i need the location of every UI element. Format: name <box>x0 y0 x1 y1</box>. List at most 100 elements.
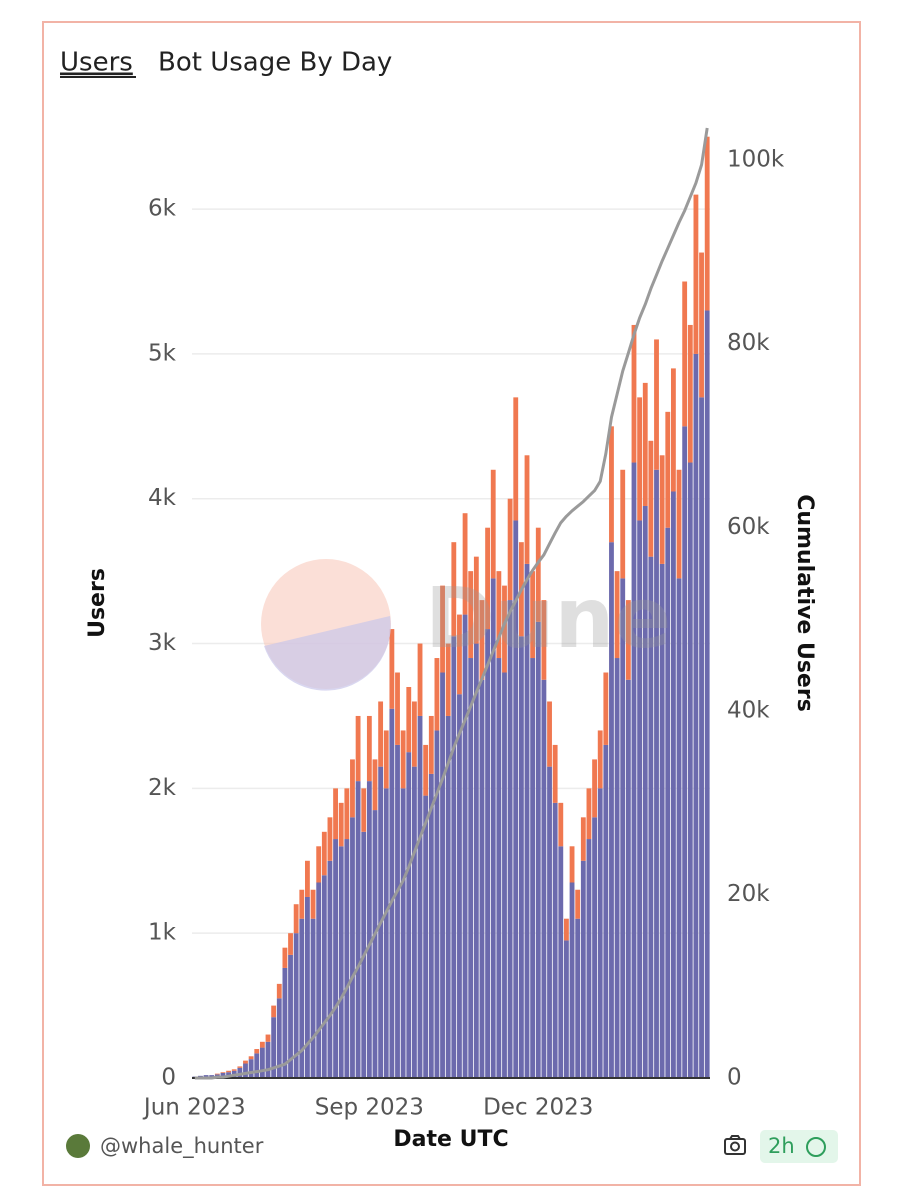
bar <box>485 527 491 630</box>
bar <box>665 527 671 1078</box>
bar <box>530 658 536 1078</box>
bar <box>451 636 457 1078</box>
bar <box>355 781 361 1078</box>
x-tick-label: Sep 2023 <box>315 1095 424 1121</box>
bar <box>513 520 519 1078</box>
bar <box>541 679 547 1078</box>
bar <box>400 730 406 789</box>
bar <box>676 469 682 579</box>
bar <box>654 469 659 1078</box>
bar <box>485 629 491 1078</box>
bar <box>457 614 462 695</box>
bar <box>547 766 552 1078</box>
y2-axis-label: Cumulative Users <box>792 494 817 712</box>
bar <box>395 744 400 1078</box>
bar <box>350 817 355 1078</box>
bar <box>659 455 665 564</box>
bar <box>518 636 524 1078</box>
bar <box>271 1005 277 1018</box>
bar <box>552 744 558 803</box>
bar <box>558 802 564 847</box>
bar <box>496 571 502 659</box>
bar <box>316 882 322 1078</box>
bar <box>259 1041 265 1048</box>
y2-tick-label: 100k <box>727 147 785 173</box>
bar <box>586 839 592 1078</box>
bar <box>355 715 361 782</box>
y-tick-label: 3k <box>148 630 177 656</box>
bar <box>417 715 423 1078</box>
avatar <box>66 1134 90 1158</box>
bar <box>305 896 310 1078</box>
bar <box>288 954 293 1078</box>
bar <box>434 730 440 1078</box>
y-axis-label: Users <box>85 568 110 638</box>
bar <box>344 839 350 1078</box>
bar <box>687 462 693 1078</box>
y-tick-label: 5k <box>148 340 177 366</box>
bar <box>637 520 643 1078</box>
bar <box>507 600 513 1078</box>
bar <box>434 658 440 731</box>
y2-tick-label: 0 <box>727 1065 742 1091</box>
bar <box>535 527 541 622</box>
y-tick-label: 0 <box>161 1065 176 1091</box>
y2-tick-label: 20k <box>727 881 770 907</box>
bar <box>411 766 417 1078</box>
bar <box>423 795 429 1078</box>
bar <box>406 752 412 1078</box>
bar <box>637 397 643 521</box>
bar <box>299 889 305 919</box>
bar <box>659 563 665 1078</box>
bar <box>603 744 609 1078</box>
bar <box>333 839 338 1078</box>
camera-icon[interactable] <box>724 1135 746 1155</box>
bar <box>271 1017 277 1078</box>
bar <box>642 382 648 506</box>
bar <box>243 1060 248 1064</box>
bar <box>682 281 688 427</box>
tab[interactable]: Users <box>60 48 133 78</box>
bar <box>693 353 699 1078</box>
bar <box>513 397 519 521</box>
bar <box>524 455 530 564</box>
bar <box>631 324 637 463</box>
watermark-text: Dune <box>425 569 671 667</box>
bar <box>530 571 536 659</box>
bar <box>237 1066 243 1068</box>
x-tick-label: Jun 2023 <box>142 1095 246 1121</box>
bar <box>293 933 299 1078</box>
bar <box>586 788 592 840</box>
bar <box>259 1047 265 1078</box>
bar <box>468 658 474 1078</box>
y2-tick-label: 80k <box>727 330 770 356</box>
x-axis-label: Date UTC <box>393 1127 508 1152</box>
bar <box>597 788 603 1078</box>
bar <box>524 563 530 1078</box>
y2-tick-label: 60k <box>727 514 770 540</box>
bar <box>648 556 654 1078</box>
y2-tick-label: 40k <box>727 697 770 723</box>
bar <box>625 679 631 1078</box>
bar <box>243 1063 248 1078</box>
bar <box>440 585 445 673</box>
bar <box>214 1073 220 1075</box>
bar <box>310 889 316 919</box>
bar <box>327 817 333 861</box>
bar <box>654 339 659 470</box>
bar <box>670 368 676 492</box>
bar <box>597 730 603 789</box>
bar <box>496 658 502 1078</box>
y-tick-label: 4k <box>148 485 177 511</box>
bar <box>631 462 637 1078</box>
bar <box>248 1056 254 1060</box>
y-tick-label: 2k <box>148 775 177 801</box>
bar <box>417 643 423 716</box>
bar <box>462 513 468 615</box>
bar <box>693 194 699 354</box>
bar <box>299 918 305 1078</box>
author[interactable]: @whale_hunter <box>100 1134 264 1159</box>
bar <box>220 1072 226 1078</box>
bar <box>389 629 395 709</box>
